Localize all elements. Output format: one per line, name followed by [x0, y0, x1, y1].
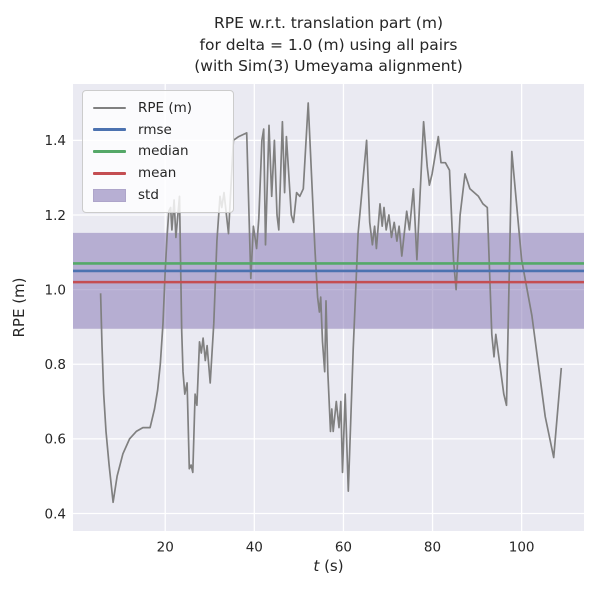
x-axis-label: t (s): [313, 557, 343, 575]
legend-entry-rmse: rmse: [93, 119, 225, 141]
legend-swatch-mark: [93, 106, 126, 109]
x-tick-label: 20: [157, 540, 174, 556]
legend-label: median: [138, 143, 189, 160]
y-axis-label: RPE (m): [10, 277, 28, 337]
legend: RPE (m) rmse median mean std: [82, 90, 234, 213]
x-tick-label: 60: [335, 540, 352, 556]
title-line-1: RPE w.r.t. translation part (m): [213, 14, 443, 32]
x-tick-label: 100: [509, 540, 535, 556]
legend-entry-median: median: [93, 141, 225, 163]
title-line-2: for delta = 1.0 (m) using all pairs: [199, 35, 458, 54]
legend-patch-swatch: [93, 188, 126, 202]
legend-label: rmse: [138, 121, 172, 138]
y-tick-label: 1.2: [45, 208, 66, 224]
legend-label: RPE (m): [138, 99, 193, 116]
legend-label: mean: [138, 165, 177, 182]
legend-line-swatch: [93, 106, 126, 109]
rpe-line: [99, 102, 563, 504]
std-band: [73, 232, 584, 329]
legend-entry-mean: mean: [93, 162, 225, 184]
y-tick-label: 1.4: [45, 133, 66, 149]
legend-entry-rpem: RPE (m): [93, 97, 225, 119]
chart-title: RPE w.r.t. translation part (m) for delt…: [73, 13, 584, 78]
title-line-3: (with Sim(3) Umeyama alignment): [194, 57, 463, 75]
legend-line-swatch: [93, 171, 126, 175]
y-tick-label: 1.0: [45, 282, 66, 298]
legend-swatch-mark: [93, 171, 126, 175]
y-tick-label: 0.4: [45, 506, 66, 522]
legend-swatch-mark: [93, 128, 126, 132]
x-tick-label: 40: [246, 540, 263, 556]
legend-line-swatch: [93, 149, 126, 153]
y-tick-label: 0.6: [45, 432, 66, 448]
x-tick-label: 80: [424, 540, 441, 556]
legend-swatch-mark: [93, 149, 126, 153]
y-tick-label: 0.8: [45, 357, 66, 373]
legend-line-swatch: [93, 128, 126, 132]
legend-entry-std: std: [93, 184, 225, 206]
legend-label: std: [138, 187, 159, 204]
legend-swatch-mark: [93, 188, 126, 202]
